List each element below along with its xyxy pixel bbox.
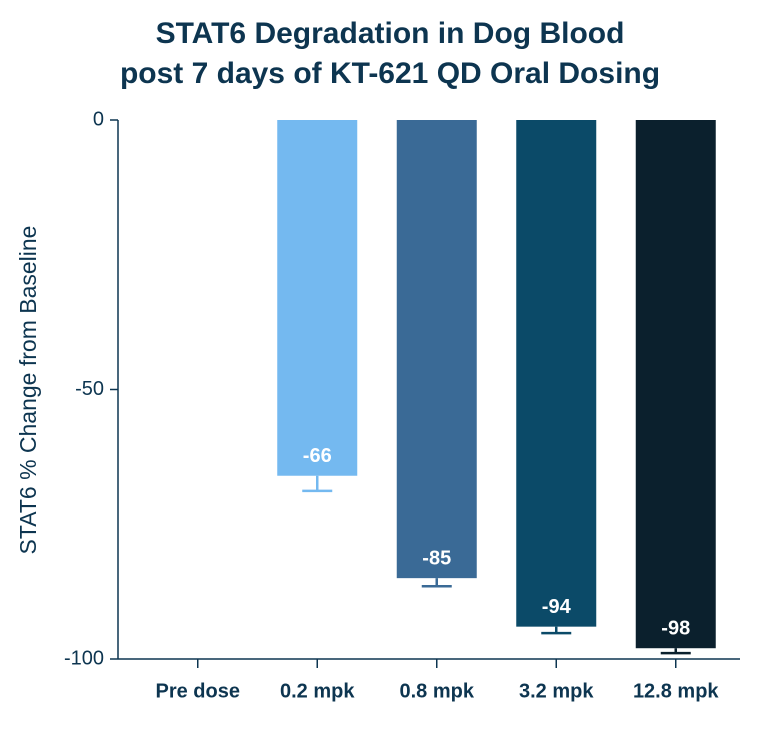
y-axis-label: STAT6 % Change from Baseline bbox=[15, 226, 41, 555]
bar bbox=[277, 120, 358, 476]
data-label: -98 bbox=[661, 618, 690, 640]
y-tick-label: -100 bbox=[64, 647, 104, 669]
data-label: -85 bbox=[422, 547, 451, 569]
chart-title: post 7 days of KT-621 QD Oral Dosing bbox=[120, 57, 660, 90]
bar bbox=[396, 120, 477, 579]
x-tick-label: 12.8 mpk bbox=[633, 680, 719, 702]
x-tick-label: 0.8 mpk bbox=[400, 680, 475, 702]
x-tick-label: 0.2 mpk bbox=[280, 680, 355, 702]
error-bar bbox=[421, 578, 452, 588]
error-bar bbox=[541, 626, 572, 635]
bar bbox=[516, 120, 597, 627]
data-label: -66 bbox=[303, 445, 332, 467]
x-tick-label: Pre dose bbox=[156, 680, 240, 702]
y-tick-label: -50 bbox=[75, 378, 104, 400]
error-bar bbox=[660, 648, 691, 655]
error-bar bbox=[302, 475, 333, 493]
x-tick-label: 3.2 mpk bbox=[519, 680, 594, 702]
y-tick-label: 0 bbox=[93, 108, 104, 130]
data-label: -94 bbox=[542, 596, 572, 618]
chart-title: STAT6 Degradation in Dog Blood bbox=[156, 17, 625, 50]
bar bbox=[635, 120, 716, 649]
